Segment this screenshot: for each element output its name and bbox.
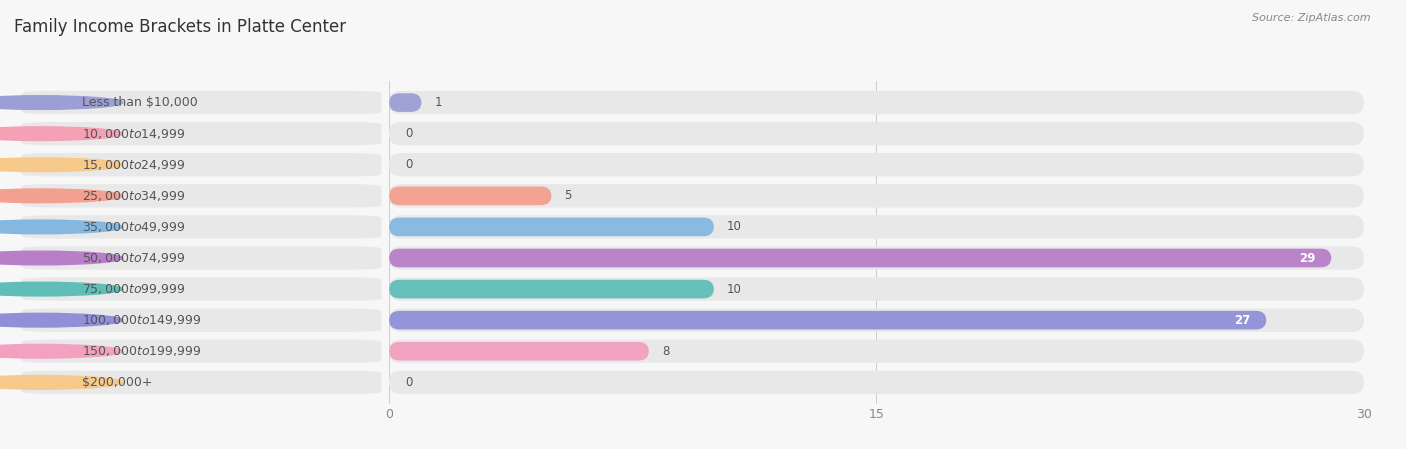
Circle shape <box>0 158 122 172</box>
Circle shape <box>0 282 122 296</box>
Text: $25,000 to $34,999: $25,000 to $34,999 <box>82 189 186 203</box>
FancyBboxPatch shape <box>389 311 1267 330</box>
FancyBboxPatch shape <box>389 280 714 299</box>
Circle shape <box>0 344 122 358</box>
FancyBboxPatch shape <box>389 122 1364 145</box>
FancyBboxPatch shape <box>389 186 551 205</box>
Circle shape <box>0 251 122 265</box>
Text: 0: 0 <box>405 158 412 171</box>
FancyBboxPatch shape <box>21 91 381 114</box>
Text: 0: 0 <box>405 127 412 140</box>
Text: 1: 1 <box>434 96 441 109</box>
Text: Source: ZipAtlas.com: Source: ZipAtlas.com <box>1253 13 1371 23</box>
Text: $10,000 to $14,999: $10,000 to $14,999 <box>82 127 186 141</box>
FancyBboxPatch shape <box>21 215 381 238</box>
Text: $15,000 to $24,999: $15,000 to $24,999 <box>82 158 186 172</box>
Circle shape <box>0 127 122 141</box>
FancyBboxPatch shape <box>389 247 1364 270</box>
FancyBboxPatch shape <box>21 371 381 394</box>
FancyBboxPatch shape <box>389 184 1364 207</box>
FancyBboxPatch shape <box>21 184 381 207</box>
Text: $35,000 to $49,999: $35,000 to $49,999 <box>82 220 186 234</box>
Text: Family Income Brackets in Platte Center: Family Income Brackets in Platte Center <box>14 18 346 36</box>
FancyBboxPatch shape <box>389 308 1364 332</box>
FancyBboxPatch shape <box>389 277 1364 301</box>
Circle shape <box>0 220 122 234</box>
FancyBboxPatch shape <box>389 91 1364 114</box>
FancyBboxPatch shape <box>21 247 381 270</box>
FancyBboxPatch shape <box>21 308 381 332</box>
FancyBboxPatch shape <box>21 277 381 301</box>
Circle shape <box>0 313 122 327</box>
Text: $50,000 to $74,999: $50,000 to $74,999 <box>82 251 186 265</box>
FancyBboxPatch shape <box>21 339 381 363</box>
Circle shape <box>0 96 122 110</box>
FancyBboxPatch shape <box>389 93 422 112</box>
Circle shape <box>0 375 122 389</box>
FancyBboxPatch shape <box>389 339 1364 363</box>
FancyBboxPatch shape <box>389 371 1364 394</box>
Text: 10: 10 <box>727 220 742 233</box>
Text: 29: 29 <box>1299 251 1315 264</box>
FancyBboxPatch shape <box>389 218 714 236</box>
Text: 8: 8 <box>662 345 669 358</box>
Circle shape <box>0 189 122 202</box>
Text: $150,000 to $199,999: $150,000 to $199,999 <box>82 344 201 358</box>
FancyBboxPatch shape <box>389 153 1364 176</box>
Text: 5: 5 <box>564 189 572 202</box>
FancyBboxPatch shape <box>389 215 1364 238</box>
FancyBboxPatch shape <box>389 342 650 361</box>
Text: $100,000 to $149,999: $100,000 to $149,999 <box>82 313 201 327</box>
Text: Less than $10,000: Less than $10,000 <box>82 96 197 109</box>
Text: $75,000 to $99,999: $75,000 to $99,999 <box>82 282 186 296</box>
FancyBboxPatch shape <box>21 122 381 145</box>
Text: 10: 10 <box>727 282 742 295</box>
Text: 27: 27 <box>1234 314 1250 327</box>
FancyBboxPatch shape <box>21 153 381 176</box>
Text: 0: 0 <box>405 376 412 389</box>
FancyBboxPatch shape <box>389 249 1331 267</box>
Text: $200,000+: $200,000+ <box>82 376 152 389</box>
